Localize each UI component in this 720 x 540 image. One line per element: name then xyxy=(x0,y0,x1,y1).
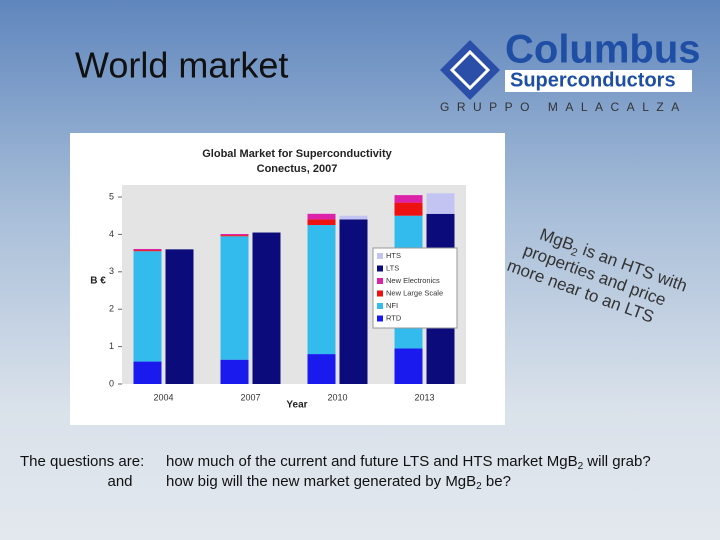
question: how much of the current and future LTS a… xyxy=(166,453,651,472)
question-text: will grab? xyxy=(583,453,651,470)
y-tick-label: 1 xyxy=(109,341,114,351)
logo: Columbus Superconductors GRUPPO MALACALZ… xyxy=(440,28,701,114)
bar-segment xyxy=(394,202,423,216)
y-tick-label: 5 xyxy=(109,191,114,201)
chart-subtitle: Conectus, 2007 xyxy=(257,163,338,175)
legend-label: New Electronics xyxy=(386,276,440,285)
bar-segment xyxy=(252,232,281,384)
bar-segment xyxy=(133,361,162,384)
bar-segment xyxy=(220,359,249,384)
y-tick-label: 4 xyxy=(109,229,114,239)
bar-segment xyxy=(133,250,162,252)
slide-title: World market xyxy=(75,45,288,86)
question-sub: 2 xyxy=(476,481,482,492)
question-sub: 2 xyxy=(578,461,584,472)
bar-segment xyxy=(426,193,455,214)
legend-swatch xyxy=(377,303,383,309)
legend-label: NFI xyxy=(386,301,398,310)
bar-segment xyxy=(220,234,249,236)
bar-segment xyxy=(307,219,336,226)
x-tick-label: 2013 xyxy=(414,392,434,402)
question-text: be? xyxy=(482,473,511,490)
legend-swatch xyxy=(377,278,383,284)
logo-name: Columbus xyxy=(505,28,701,72)
bar-segment xyxy=(307,213,336,220)
question-label: The questions are: xyxy=(20,453,144,470)
legend-swatch xyxy=(377,265,383,272)
legend-swatch xyxy=(377,290,383,297)
note-sub: 2 xyxy=(569,246,579,259)
legend-box xyxy=(372,247,458,329)
legend-label: RTD xyxy=(386,313,402,322)
y-axis-label: B € xyxy=(90,276,106,287)
logo-band xyxy=(505,70,692,92)
bar-segment xyxy=(220,235,249,237)
note: MgB2 is an HTS with properties and price… xyxy=(505,225,690,326)
bar-segment xyxy=(394,195,423,203)
bar-segment xyxy=(307,225,336,355)
legend-label: HTS xyxy=(386,251,401,260)
question-label: and xyxy=(107,473,132,490)
x-tick-label: 2007 xyxy=(240,392,260,402)
x-axis-label: Year xyxy=(286,400,307,411)
chart-title: Global Market for Superconductivity xyxy=(202,148,392,160)
questions: The questions are: and how much of the c… xyxy=(20,453,651,492)
logo-subtitle: Superconductors xyxy=(510,69,676,91)
bar-segment xyxy=(133,251,162,362)
bar-segment xyxy=(220,236,249,360)
question-text: how much of the current and future LTS a… xyxy=(166,453,578,470)
bar-segment xyxy=(307,354,336,384)
bar-segment xyxy=(339,219,368,384)
legend-swatch xyxy=(377,253,383,259)
x-tick-label: 2004 xyxy=(153,392,173,402)
x-tick-label: 2010 xyxy=(327,392,347,402)
logo-mark xyxy=(440,40,500,100)
y-tick-label: 0 xyxy=(109,378,114,388)
bar-segment xyxy=(165,249,194,384)
y-tick-label: 2 xyxy=(109,304,114,314)
logo-mark xyxy=(449,49,491,91)
logo-group: GRUPPO MALACALZA xyxy=(440,100,687,114)
bar-segment xyxy=(133,248,162,251)
question-text: how big will the new market generated by… xyxy=(166,473,476,490)
legend-label: New Large Scale xyxy=(386,288,443,297)
y-tick-label: 3 xyxy=(109,266,114,276)
bar-segment xyxy=(394,348,423,384)
legend-label: LTS xyxy=(386,263,399,272)
legend-swatch xyxy=(377,315,383,322)
question: how big will the new market generated by… xyxy=(166,473,511,492)
bar-segment xyxy=(339,215,368,220)
